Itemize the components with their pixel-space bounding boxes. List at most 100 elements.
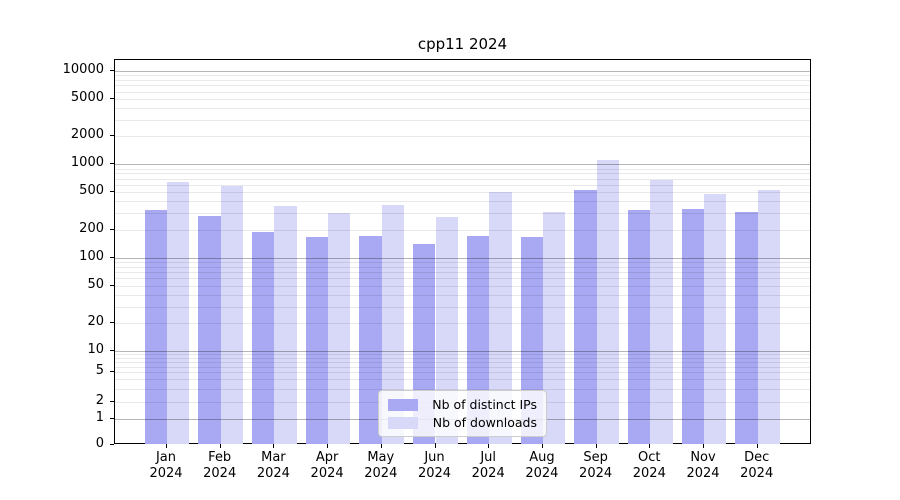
- bar-downloads: [596, 159, 619, 444]
- x-tick: [756, 444, 758, 448]
- bar-downloads: [757, 189, 781, 444]
- legend: Nb of distinct IPs Nb of downloads: [378, 390, 547, 437]
- y-tick-label: 2000: [70, 127, 104, 143]
- x-tick-label: Jan 2024: [149, 450, 183, 481]
- bar-downloads: [704, 193, 727, 444]
- gridline-minor: [115, 372, 810, 373]
- y-tick-label: 10: [87, 342, 104, 358]
- y-tick: [110, 98, 114, 100]
- bar-distinct-ips: [681, 208, 704, 444]
- gridline-minor: [115, 178, 810, 180]
- y-tick: [110, 417, 114, 419]
- legend-swatch-downloads: [388, 416, 418, 429]
- y-tick: [110, 256, 114, 258]
- gridline-minor: [115, 85, 810, 87]
- y-tick-label: 5000: [70, 90, 104, 106]
- bar-distinct-ips: [144, 210, 167, 444]
- y-tick-label: 200: [79, 220, 104, 236]
- plot-area: [114, 59, 811, 444]
- y-tick: [110, 444, 114, 445]
- gridline-minor: [115, 75, 810, 77]
- x-tick-label: May 2024: [364, 450, 398, 481]
- x-tick-label: Apr 2024: [310, 450, 344, 481]
- bar-downloads: [542, 211, 566, 444]
- gridline-minor: [115, 79, 810, 81]
- y-tick: [110, 228, 114, 230]
- x-tick: [327, 444, 329, 448]
- gridline-major: [115, 257, 810, 259]
- bar-distinct-ips: [574, 190, 597, 444]
- x-tick: [219, 444, 221, 448]
- x-tick: [541, 444, 543, 448]
- bar-distinct-ips: [198, 215, 221, 444]
- legend-swatch-distinct-ips: [388, 398, 418, 411]
- y-tick-label: 20: [87, 313, 104, 329]
- bar-downloads: [489, 191, 512, 444]
- x-tick: [649, 444, 651, 448]
- gridline-minor: [115, 306, 810, 308]
- y-tick: [110, 191, 114, 193]
- x-tick-label: Dec 2024: [740, 450, 774, 481]
- x-tick-label: Aug 2024: [525, 450, 559, 481]
- bar-distinct-ips: [305, 236, 329, 444]
- gridline-minor: [115, 261, 810, 263]
- y-tick-label: 5: [95, 363, 104, 378]
- bar-distinct-ips: [252, 231, 275, 444]
- gridline-minor: [115, 322, 810, 324]
- x-tick: [166, 444, 167, 448]
- gridline-minor: [115, 91, 810, 93]
- x-tick: [488, 444, 490, 448]
- gridline-minor: [115, 108, 810, 110]
- x-tick: [434, 444, 436, 448]
- gridline-minor: [115, 361, 810, 363]
- x-tick: [380, 444, 382, 448]
- gridline-minor: [115, 201, 810, 203]
- bar-distinct-ips: [359, 235, 382, 444]
- y-tick: [110, 69, 114, 71]
- bar-downloads: [435, 216, 458, 444]
- y-tick: [110, 284, 114, 286]
- bar-distinct-ips: [735, 211, 758, 444]
- bar-downloads: [650, 180, 673, 444]
- y-tick: [110, 371, 114, 372]
- y-tick-label: 1000: [70, 155, 104, 171]
- gridline-minor: [115, 388, 810, 390]
- bar-downloads: [220, 185, 244, 444]
- y-tick: [110, 135, 114, 137]
- bar-downloads: [381, 204, 405, 444]
- y-tick-label: 500: [79, 183, 104, 199]
- x-tick-label: Oct 2024: [632, 450, 666, 481]
- gridline-major: [115, 351, 810, 353]
- y-tick-label: 100: [79, 248, 104, 264]
- bar-downloads: [167, 182, 190, 444]
- y-tick-label: 10000: [62, 61, 104, 77]
- legend-label-distinct-ips: Nb of distinct IPs: [432, 397, 537, 412]
- y-tick-label: 1: [95, 409, 104, 425]
- gridline-minor: [115, 168, 810, 170]
- y-tick-label: 50: [87, 276, 104, 292]
- gridline-minor: [115, 136, 810, 138]
- x-tick: [595, 444, 597, 448]
- gridline-minor: [115, 99, 810, 101]
- y-tick: [110, 321, 114, 323]
- bar-downloads: [328, 213, 351, 444]
- legend-entry-distinct-ips: Nb of distinct IPs: [388, 397, 537, 412]
- y-tick: [110, 401, 114, 402]
- gridline-minor: [115, 357, 810, 359]
- gridline-minor: [115, 229, 810, 231]
- y-tick-label: 0: [95, 436, 104, 451]
- legend-entry-downloads: Nb of downloads: [388, 415, 537, 430]
- x-tick-label: Mar 2024: [256, 450, 290, 481]
- gridline-major: [115, 164, 810, 166]
- gridline-minor: [115, 192, 810, 194]
- chart-title: cpp11 2024: [417, 35, 508, 53]
- x-tick-label: Sep 2024: [579, 450, 613, 481]
- x-tick-label: Feb 2024: [203, 450, 237, 481]
- gridline-minor: [115, 366, 810, 368]
- gridline-major: [115, 70, 810, 72]
- gridline-minor: [115, 213, 810, 215]
- gridline-minor: [115, 272, 810, 274]
- gridline-minor: [115, 266, 810, 268]
- gridline-minor: [115, 285, 810, 287]
